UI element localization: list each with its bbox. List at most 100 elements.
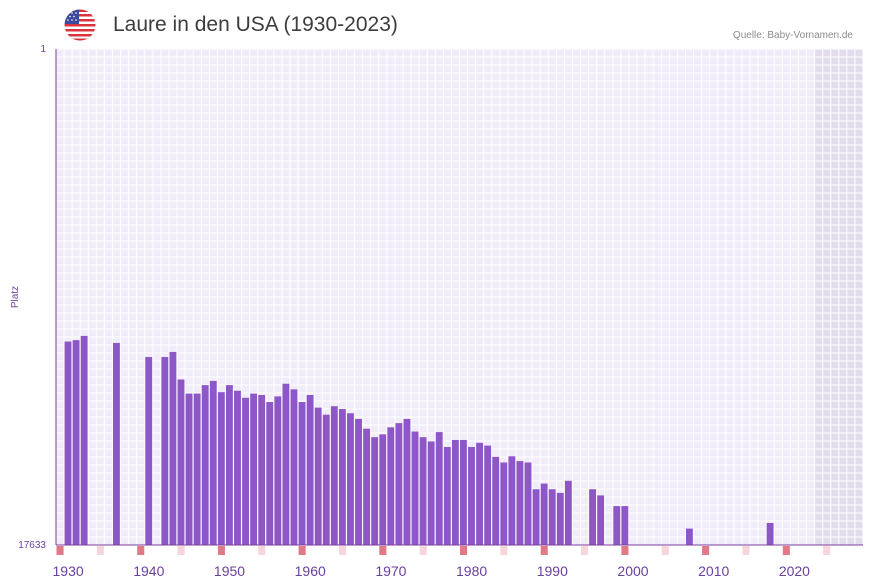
bar <box>548 489 556 545</box>
bar <box>193 393 201 545</box>
bar <box>435 432 443 545</box>
y-tick-label: 17633 <box>18 540 46 551</box>
bar <box>685 528 693 545</box>
bar <box>64 341 72 545</box>
half-decade-marker <box>419 546 427 555</box>
bar <box>524 462 532 545</box>
bar <box>298 402 306 545</box>
half-decade-marker <box>177 546 185 555</box>
chart-title: Laure in den USA (1930-2023) <box>113 13 398 36</box>
bar <box>322 414 330 545</box>
x-tick-label: 1950 <box>214 563 245 579</box>
decade-marker <box>702 546 710 555</box>
bar <box>371 437 379 545</box>
bar <box>242 397 249 545</box>
x-tick-label: 1940 <box>133 563 164 579</box>
bar <box>403 418 411 545</box>
bar <box>177 379 185 545</box>
us-flag-icon <box>64 9 96 46</box>
bar <box>266 402 274 545</box>
y-axis-label: Platz <box>10 286 21 308</box>
x-tick-label: 1930 <box>53 563 84 579</box>
bar <box>468 447 475 545</box>
bar <box>145 357 153 545</box>
x-tick-label: 1970 <box>375 563 406 579</box>
bar <box>161 357 169 545</box>
decade-markers <box>56 546 831 555</box>
bar <box>564 480 572 545</box>
bar <box>234 390 241 545</box>
x-tick-label: 1980 <box>456 563 487 579</box>
bar <box>112 342 120 545</box>
decade-marker <box>56 546 64 555</box>
decade-marker <box>137 546 145 555</box>
decade-marker <box>460 546 468 555</box>
bar <box>338 409 346 545</box>
source-label: Quelle: Baby-Vornamen.de <box>732 30 853 41</box>
bar <box>314 407 322 545</box>
bar <box>185 393 193 545</box>
bar <box>282 383 290 545</box>
bar <box>330 406 338 545</box>
bar <box>492 456 500 545</box>
bar <box>201 385 209 545</box>
decade-marker <box>782 546 790 555</box>
half-decade-marker <box>338 546 347 555</box>
decade-marker <box>379 546 387 555</box>
grid-lines <box>55 48 864 546</box>
x-tick-label: 1960 <box>295 563 326 579</box>
bar <box>306 394 314 545</box>
bar <box>225 385 233 545</box>
decade-marker <box>217 546 225 555</box>
bar <box>508 456 516 545</box>
y-tick-label: 1 <box>40 44 46 55</box>
half-decade-marker <box>823 546 831 555</box>
bar <box>258 394 266 545</box>
bar <box>427 441 435 545</box>
bar <box>355 418 362 545</box>
bar <box>443 447 451 545</box>
bar <box>250 393 258 545</box>
bar <box>532 489 540 545</box>
x-tick-label: 2000 <box>617 563 648 579</box>
half-decade-marker <box>661 546 669 555</box>
bar <box>766 522 774 545</box>
bar <box>387 427 395 545</box>
bar <box>274 396 282 545</box>
bar <box>500 462 508 545</box>
bar <box>209 380 217 545</box>
bar <box>476 442 484 545</box>
half-decade-marker <box>581 546 589 555</box>
x-tick-label: 2020 <box>779 563 810 579</box>
bar <box>395 423 403 545</box>
bar <box>419 437 427 545</box>
bar-series <box>64 335 774 545</box>
bar <box>484 445 492 545</box>
half-decade-marker <box>742 546 750 555</box>
decade-marker <box>298 546 306 555</box>
bar <box>347 413 354 545</box>
bar <box>411 431 419 545</box>
bar <box>379 434 387 545</box>
bar <box>540 483 548 545</box>
bar <box>72 340 80 545</box>
bar <box>589 489 596 545</box>
half-decade-marker <box>96 546 104 555</box>
bar <box>613 506 621 545</box>
half-decade-marker <box>258 546 266 555</box>
bar <box>460 439 467 545</box>
bar <box>217 392 225 545</box>
half-decade-marker <box>500 546 508 555</box>
bar <box>290 389 298 545</box>
bar <box>363 428 371 545</box>
bar <box>80 335 88 545</box>
bar <box>169 351 177 545</box>
decade-marker <box>621 546 629 555</box>
bar <box>516 461 524 545</box>
bar <box>597 495 605 545</box>
x-tick-label: 1990 <box>537 563 568 579</box>
bar <box>556 492 564 545</box>
x-tick-label: 2010 <box>698 563 729 579</box>
bar <box>621 506 629 545</box>
